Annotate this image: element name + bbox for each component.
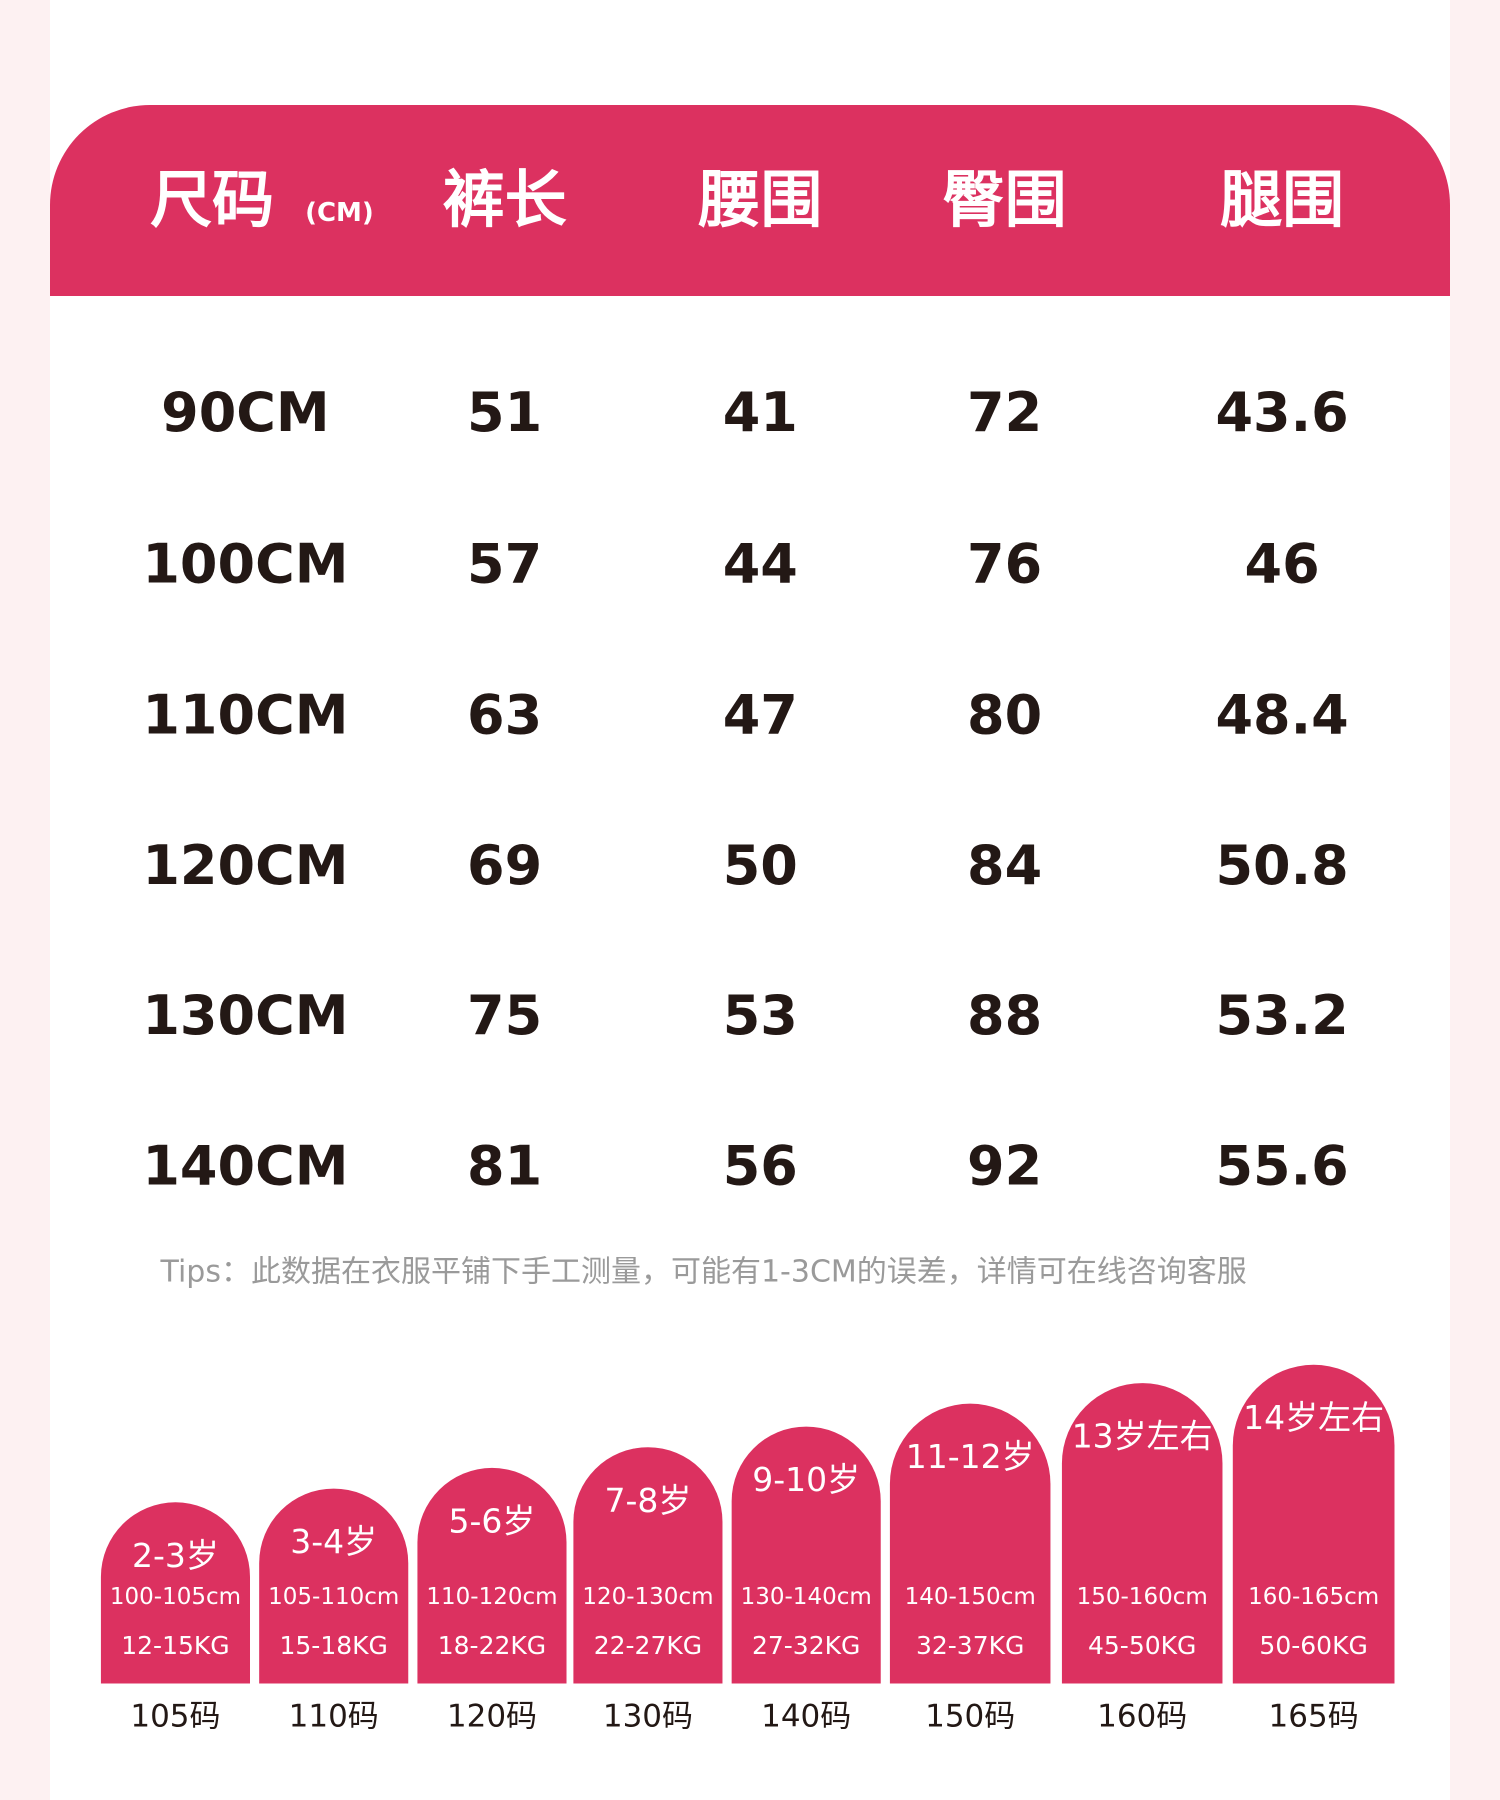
card-weight: 12-15KG: [121, 1631, 229, 1660]
card-weight: 50-60KG: [1259, 1631, 1367, 1660]
header-title: 尺码: [150, 163, 274, 236]
tips: Tips：此数据在衣服平铺下手工测量，可能有1-3CM的误差，详情可在线咨询客服: [160, 1254, 1247, 1289]
size-card: [731, 1426, 881, 1684]
card-height: 150-160cm: [1077, 1584, 1208, 1610]
table-cell: 84: [967, 834, 1042, 897]
card-age: 9-10岁: [752, 1460, 860, 1499]
size-card: [1232, 1364, 1395, 1684]
card-age: 11-12岁: [906, 1437, 1035, 1476]
card-weight: 32-37KG: [916, 1631, 1024, 1660]
size-card: [1061, 1383, 1223, 1684]
card-age: 13岁左右: [1072, 1417, 1213, 1456]
table-cell: 47: [723, 684, 798, 747]
table-cell: 88: [967, 984, 1042, 1047]
card-height: 130-140cm: [741, 1584, 872, 1610]
card-size: 150码: [925, 1698, 1015, 1734]
card-height: 160-165cm: [1248, 1584, 1379, 1610]
card-age: 3-4岁: [290, 1522, 377, 1561]
table-cell: 75: [467, 984, 542, 1047]
card-weight: 27-32KG: [752, 1631, 860, 1660]
card-size: 165码: [1269, 1698, 1359, 1734]
card-height: 100-105cm: [110, 1584, 241, 1610]
table-cell: 76: [967, 532, 1042, 595]
header-unit: (CM): [305, 198, 374, 228]
table-cell: 130CM: [142, 984, 348, 1047]
card-size: 110码: [289, 1698, 379, 1734]
header-column: 裤长: [443, 163, 567, 236]
table-cell: 100CM: [142, 532, 348, 595]
table-header-bg: [50, 105, 1450, 296]
card-weight: 18-22KG: [438, 1631, 546, 1660]
table-cell: 110CM: [142, 684, 348, 747]
size-card: [100, 1502, 250, 1684]
card-size: 105码: [130, 1698, 220, 1734]
header-column: 腿围: [1220, 163, 1344, 236]
size-card: [417, 1467, 567, 1684]
card-weight: 22-27KG: [594, 1631, 702, 1660]
header-column: 腰围: [698, 163, 822, 236]
size-card: [573, 1447, 723, 1684]
table-cell: 72: [967, 381, 1042, 444]
table-cell: 120CM: [142, 834, 348, 897]
table-cell: 50.8: [1215, 834, 1348, 897]
table-cell: 48.4: [1215, 684, 1348, 747]
size-card: [259, 1488, 409, 1684]
card-size: 130码: [603, 1698, 693, 1734]
table-cell: 92: [967, 1134, 1042, 1197]
card-weight: 15-18KG: [280, 1631, 388, 1660]
table-cell: 53: [723, 984, 798, 1047]
card-age: 2-3岁: [132, 1536, 219, 1575]
table-cell: 46: [1245, 532, 1320, 595]
card-height: 140-150cm: [905, 1584, 1036, 1610]
table-cell: 51: [467, 381, 542, 444]
table-cell: 43.6: [1215, 381, 1348, 444]
table-cell: 57: [467, 532, 542, 595]
table-cell: 44: [723, 532, 798, 595]
table-cell: 50: [723, 834, 798, 897]
header-column: 臀围: [943, 163, 1067, 236]
card-age: 7-8岁: [604, 1481, 691, 1520]
card-size: 120码: [447, 1698, 537, 1734]
card-height: 120-130cm: [582, 1584, 713, 1610]
table-cell: 56: [723, 1134, 798, 1197]
card-size: 160码: [1097, 1698, 1187, 1734]
table-cell: 69: [467, 834, 542, 897]
card-size: 140码: [761, 1698, 851, 1734]
table-cell: 63: [467, 684, 542, 747]
card-age: 5-6岁: [449, 1501, 536, 1540]
card-height: 105-110cm: [268, 1584, 399, 1610]
table-cell: 53.2: [1215, 984, 1348, 1047]
card-weight: 45-50KG: [1088, 1631, 1196, 1660]
card-height: 110-120cm: [426, 1584, 557, 1610]
table-cell: 140CM: [142, 1134, 348, 1197]
table-cell: 41: [723, 381, 798, 444]
table-cell: 81: [467, 1134, 542, 1197]
table-cell: 55.6: [1215, 1134, 1348, 1197]
size-card: [889, 1403, 1051, 1684]
card-age: 14岁左右: [1243, 1398, 1384, 1437]
table-cell: 80: [967, 684, 1042, 747]
table-cell: 90CM: [161, 381, 330, 444]
